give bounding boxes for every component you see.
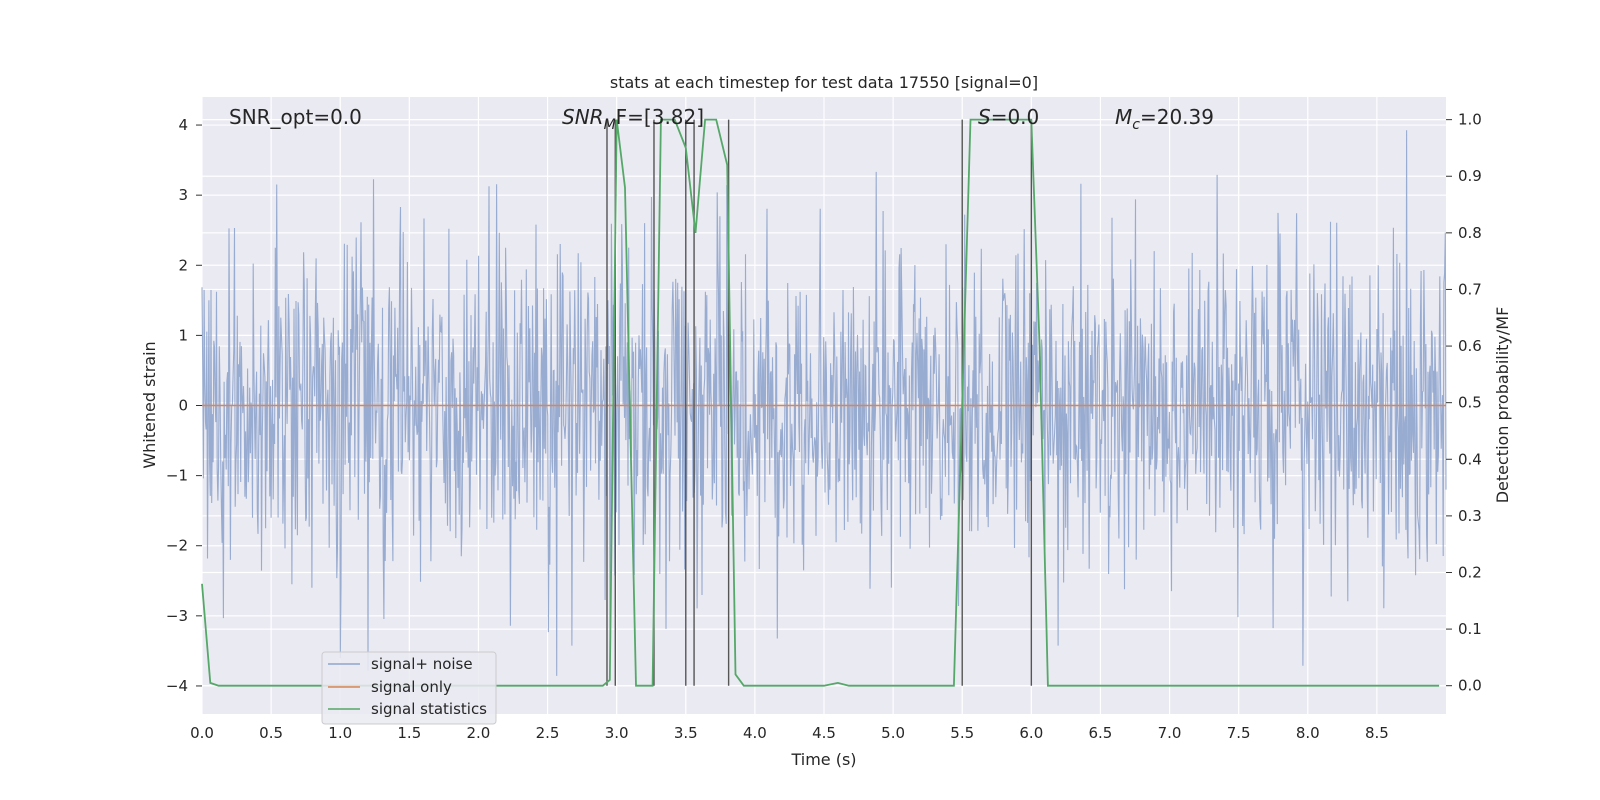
y-right-tick-label: 0.9 xyxy=(1458,167,1482,185)
legend-box xyxy=(321,651,497,725)
y-right-tick-label: 0.5 xyxy=(1458,394,1482,412)
mc-base: M xyxy=(1115,105,1132,129)
mc-sub: c xyxy=(1132,117,1140,133)
y-right-tick-label: 0.2 xyxy=(1458,563,1482,581)
legend: signal+ noise signal only signal statist… xyxy=(321,651,497,725)
y-right-tick-label: 0.6 xyxy=(1458,337,1482,355)
x-tick-label: 2.5 xyxy=(536,724,560,742)
x-axis-label: Time (s) xyxy=(790,750,856,769)
y-tick-label: −4 xyxy=(166,677,188,695)
mc-annotation: Mc=20.39 xyxy=(1115,105,1214,133)
x-tick-label: 0.5 xyxy=(259,724,283,742)
s-rest: =0.0 xyxy=(991,105,1040,129)
y-right-tick-labels: 0.0 0.1 0.2 0.3 0.4 0.5 0.6 0.7 0.8 0.9 1.0 xyxy=(1446,111,1482,695)
y-right-tick-label: 0.0 xyxy=(1458,677,1482,695)
y-right-axis-label: Detection probability/MF xyxy=(1493,307,1512,504)
x-tick-label: 0.0 xyxy=(190,724,214,742)
x-tick-label: 3.0 xyxy=(605,724,629,742)
s-annotation: S=0.0 xyxy=(978,105,1039,129)
x-tick-label: 5.0 xyxy=(881,724,905,742)
x-tick-label: 1.0 xyxy=(328,724,352,742)
y-tick-label: 4 xyxy=(178,116,188,134)
y-tick-label: 0 xyxy=(178,397,188,415)
legend-label-signal-statistics: signal statistics xyxy=(371,700,487,718)
y-tick-label: −2 xyxy=(166,537,188,555)
signal-statistics-line xyxy=(201,118,1440,687)
snr-mf-annotation: SNRMF=[3.82] xyxy=(562,105,704,133)
y-right-tick-label: 0.8 xyxy=(1458,224,1482,242)
x-tick-label: 6.5 xyxy=(1089,724,1113,742)
y-right-tick-label: 0.1 xyxy=(1458,620,1482,638)
x-tick-label: 4.5 xyxy=(812,724,836,742)
x-tick-label: 1.5 xyxy=(397,724,421,742)
signal-noise-series xyxy=(201,130,1447,676)
x-tick-label: 2.0 xyxy=(467,724,491,742)
x-tick-label: 8.5 xyxy=(1365,724,1389,742)
x-tick-label: 6.0 xyxy=(1019,724,1043,742)
x-tick-labels: 0.0 0.5 1.0 1.5 2.0 2.5 3.0 3.5 4.0 4.5 5.0 5.5 6.0 6… xyxy=(190,724,1389,742)
x-tick-label: 5.5 xyxy=(950,724,974,742)
mc-rest: =20.39 xyxy=(1140,105,1214,129)
snr-mf-rest: F=[3.82] xyxy=(616,105,704,129)
signal-statistics-series xyxy=(201,118,1440,687)
y-axis-label: Whitened strain xyxy=(140,341,159,468)
x-tick-label: 3.5 xyxy=(674,724,698,742)
snr-mf-base: SNR xyxy=(562,105,604,129)
legend-label-signal-noise: signal+ noise xyxy=(371,655,473,673)
y-tick-label: −3 xyxy=(166,607,188,625)
y-right-tick-label: 1.0 xyxy=(1458,111,1482,129)
snr-mf-sub: M xyxy=(604,117,616,133)
x-tick-label: 7.0 xyxy=(1158,724,1182,742)
y-tick-label: 3 xyxy=(178,186,188,204)
signal-noise-line xyxy=(201,130,1447,676)
y-tick-label: −1 xyxy=(166,467,188,485)
y-tick-labels: −4 −3 −2 −1 0 1 2 3 4 xyxy=(166,116,202,695)
y-right-tick-label: 0.7 xyxy=(1458,280,1482,298)
x-tick-label: 7.5 xyxy=(1227,724,1251,742)
y-right-tick-label: 0.3 xyxy=(1458,507,1482,525)
x-tick-label: 8.0 xyxy=(1296,724,1320,742)
s-label: S xyxy=(978,105,991,129)
legend-label-signal-only: signal only xyxy=(371,678,452,696)
x-tick-label: 4.0 xyxy=(743,724,767,742)
y-tick-label: 2 xyxy=(178,256,188,274)
y-right-tick-label: 0.4 xyxy=(1458,450,1482,468)
snr-opt-annotation: SNR_opt=0.0 xyxy=(229,105,362,129)
chart-title: stats at each timestep for test data 175… xyxy=(610,73,1038,92)
y-tick-label: 1 xyxy=(178,326,188,344)
